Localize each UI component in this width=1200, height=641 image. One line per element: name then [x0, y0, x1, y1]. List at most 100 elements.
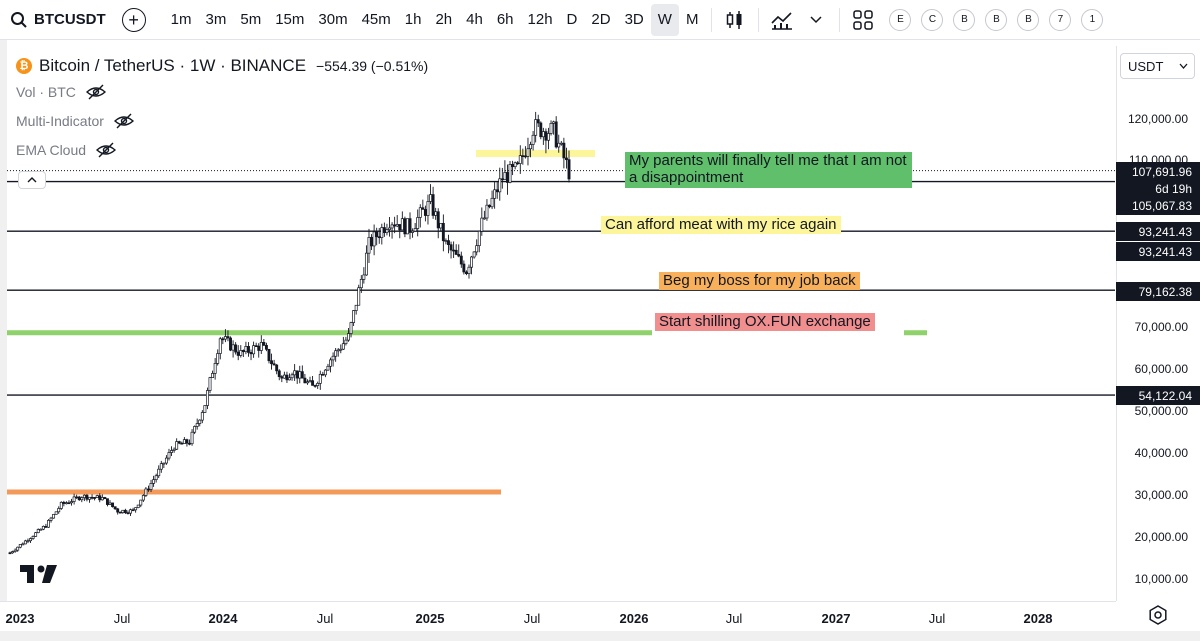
timeframe-45m[interactable]: 45m: [361, 11, 391, 28]
eye-hidden-icon[interactable]: [113, 113, 134, 129]
candle-body: [349, 322, 353, 334]
chevron-down-icon[interactable]: [802, 4, 830, 36]
timeframe-3d[interactable]: 3D: [624, 11, 644, 28]
timeframe-12h[interactable]: 12h: [527, 11, 553, 28]
candle-body: [13, 549, 17, 552]
timeframe-5m[interactable]: 5m: [240, 11, 262, 28]
quick-button-3[interactable]: B: [985, 8, 1008, 31]
timeframe-4h[interactable]: 4h: [466, 11, 483, 28]
price-tick: 50,000.00: [1134, 404, 1188, 418]
candle-body: [39, 528, 43, 531]
candle-body: [452, 249, 456, 252]
candle-body: [554, 121, 558, 148]
candle-body: [518, 155, 522, 164]
candle-body: [567, 159, 571, 180]
timeframe-1m[interactable]: 1m: [170, 11, 192, 28]
layout-grid-icon[interactable]: [849, 4, 877, 36]
timeframe-3m[interactable]: 3m: [205, 11, 227, 28]
candle-body: [67, 502, 71, 505]
candle-body: [372, 231, 376, 247]
eye-hidden-icon[interactable]: [85, 84, 106, 100]
candle-body: [400, 218, 404, 231]
candle-body: [105, 498, 109, 505]
timeframe-d[interactable]: D: [566, 11, 578, 28]
countdown-label: 6d 19h: [1116, 179, 1200, 198]
candle-body: [426, 201, 430, 216]
candle-body: [303, 377, 307, 384]
timeframe-15m[interactable]: 15m: [275, 11, 305, 28]
candle-body: [247, 346, 250, 353]
settings-gear-icon[interactable]: [1148, 605, 1168, 630]
candle-body: [41, 526, 45, 530]
time-axis[interactable]: 2023 Jul 2024 Jul 2025 Jul 2026 Jul 2027 Jul 2028: [0, 601, 1116, 631]
quick-button-1[interactable]: C: [921, 8, 944, 31]
timeframe-m[interactable]: M: [685, 11, 699, 28]
timeframe-30m[interactable]: 30m: [318, 11, 348, 28]
candle-body: [75, 496, 79, 499]
candle-body: [390, 224, 394, 229]
candle-body: [495, 189, 499, 193]
tradingview-logo-icon: [20, 565, 58, 588]
price-axis[interactable]: 120,000.00 110,000.00 70,000.00 60,000.00 50…: [1116, 46, 1200, 601]
time-tick: Jul: [316, 611, 334, 626]
candle-body: [103, 497, 107, 500]
candle-body: [339, 348, 343, 351]
candle-body: [57, 508, 61, 513]
quick-button-4[interactable]: B: [1017, 8, 1040, 31]
timeframe-2d[interactable]: 2D: [591, 11, 611, 28]
candle-body: [421, 207, 425, 210]
candle-body: [380, 227, 384, 238]
quick-button-0[interactable]: E: [889, 8, 912, 31]
price-tick: 120,000.00: [1127, 112, 1188, 126]
collapse-legend-button[interactable]: [18, 171, 46, 189]
currency-select[interactable]: USDT: [1120, 53, 1195, 79]
candle-body: [503, 172, 507, 180]
candle-body: [170, 450, 173, 453]
quick-button-2[interactable]: B: [953, 8, 976, 31]
candle-body: [172, 448, 176, 451]
candle-body: [531, 134, 535, 145]
timeframe-w[interactable]: W: [650, 3, 679, 36]
candle-body: [352, 310, 356, 323]
candles-icon[interactable]: [721, 4, 749, 36]
candle-body: [367, 236, 371, 254]
indicator-row[interactable]: Multi-Indicator: [16, 107, 428, 135]
candle-body: [513, 162, 517, 168]
candle-body: [472, 251, 476, 258]
candle-body: [223, 336, 227, 340]
candle-body: [547, 133, 550, 141]
price-tick: 70,000.00: [1134, 320, 1188, 334]
indicator-row[interactable]: EMA Cloud: [16, 136, 428, 164]
candle-body: [82, 494, 86, 499]
candle-body: [49, 517, 53, 521]
timeframe-2h[interactable]: 2h: [435, 11, 453, 28]
note-meat: Can afford meat with my rice again: [601, 216, 841, 234]
price-chart[interactable]: [7, 46, 1115, 597]
indicator-row[interactable]: Vol · BTC: [16, 78, 428, 106]
symbol-search[interactable]: BTCUSDT: [0, 0, 116, 40]
timeframe-6h[interactable]: 6h: [496, 11, 514, 28]
candle-body: [162, 462, 166, 465]
quick-button-6[interactable]: 1: [1081, 8, 1104, 31]
compare-plus-icon[interactable]: +: [121, 7, 146, 32]
candle-body: [354, 304, 358, 311]
candle-body: [239, 350, 243, 356]
candle-body: [406, 218, 409, 235]
timeframe-1h[interactable]: 1h: [404, 11, 422, 28]
indicators-icon[interactable]: [768, 4, 796, 36]
quick-button-5[interactable]: 7: [1049, 8, 1072, 31]
eye-hidden-icon[interactable]: [96, 142, 117, 158]
candle-body: [462, 263, 466, 273]
legend-title[interactable]: Bitcoin / TetherUS · 1W · BINANCE: [39, 56, 307, 75]
candle-body: [254, 345, 258, 348]
price-tick: 10,000.00: [1134, 572, 1188, 586]
candle-body: [11, 551, 15, 554]
candle-body: [211, 373, 215, 378]
candle-body: [241, 350, 245, 353]
candle-body: [444, 240, 448, 242]
candle-body: [323, 369, 327, 376]
candle-body: [541, 131, 545, 138]
candle-body: [216, 353, 220, 364]
candle-body: [526, 148, 530, 157]
candle-body: [85, 494, 89, 500]
